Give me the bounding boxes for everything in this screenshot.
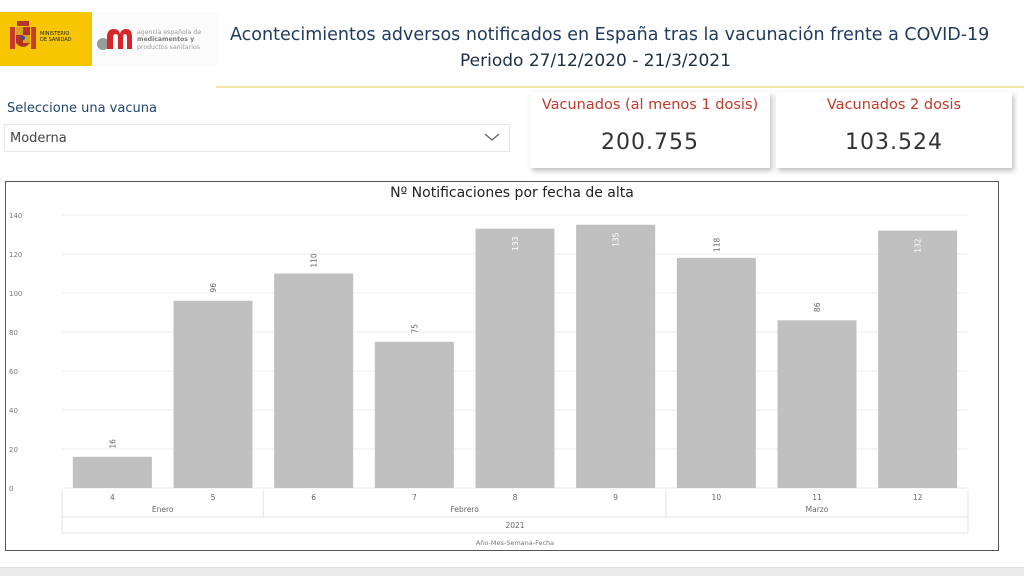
kpi-title-second-dose: Vacunados 2 dosis — [826, 97, 962, 113]
kpi-title-first-dose: Vacunados (al menos 1 dosis) — [541, 97, 759, 113]
vaccine-select[interactable]: Moderna — [4, 124, 510, 152]
y-tick-label: 80 — [9, 329, 18, 337]
y-tick-label: 40 — [9, 407, 18, 415]
coat-of-arms-icon — [10, 21, 36, 49]
bar — [777, 320, 857, 488]
bar — [878, 230, 958, 488]
month-label: Enero — [152, 505, 174, 514]
bottom-scrollbar — [0, 567, 1024, 576]
bar — [576, 224, 656, 488]
kpi-value-first-dose: 200.755 — [601, 130, 699, 155]
data-label: 133 — [511, 236, 520, 251]
x-tick-label: 10 — [712, 493, 722, 502]
vaccine-select-label: Seleccione una vacuna — [7, 101, 157, 116]
data-label: 118 — [712, 238, 721, 253]
month-label: Marzo — [806, 505, 829, 514]
y-tick-label: 100 — [9, 290, 22, 298]
x-tick-label: 5 — [211, 493, 216, 502]
aemps-mark-icon — [97, 29, 132, 50]
period-subtitle: Periodo 27/12/2020 - 21/3/2021 — [460, 51, 731, 71]
kpi-card-second-dose: Vacunados 2 dosis 103.524 — [776, 92, 1012, 168]
data-label: 110 — [310, 253, 319, 268]
x-tick-label: 8 — [513, 493, 518, 502]
data-label: 75 — [410, 324, 419, 334]
y-tick-label: 0 — [9, 485, 13, 493]
y-tick-label: 60 — [9, 368, 18, 376]
bar — [274, 273, 354, 488]
bar — [676, 257, 756, 488]
month-label: Febrero — [451, 505, 480, 514]
aemps-logo: agencia española de medicamentos y produ… — [92, 12, 219, 66]
data-label: 86 — [813, 302, 822, 312]
chart-title: Nº Notificaciones por fecha de alta — [390, 185, 634, 201]
bar — [72, 456, 152, 488]
bar — [475, 228, 555, 488]
x-tick-label: 9 — [613, 493, 618, 502]
x-tick-label: 7 — [412, 493, 417, 502]
x-tick-label: 4 — [110, 493, 115, 502]
data-label: 132 — [914, 238, 923, 253]
x-tick-label: 11 — [812, 493, 822, 502]
header-divider — [216, 86, 1024, 88]
x-tick-label: 6 — [311, 493, 316, 502]
x-tick-label: 12 — [913, 493, 923, 502]
kpi-card-first-dose: Vacunados (al menos 1 dosis) 200.755 — [530, 92, 770, 168]
page-title: Acontecimientos adversos notificados en … — [230, 25, 990, 45]
bar — [173, 300, 253, 488]
data-label: 96 — [209, 283, 218, 293]
aemps-text: agencia española de medicamentos y produ… — [137, 29, 201, 51]
logos-banner: MINISTERIO DE SANIDAD agencia española d… — [0, 12, 219, 66]
bar — [374, 341, 454, 488]
data-label: 135 — [612, 232, 621, 247]
y-tick-label: 20 — [9, 446, 18, 454]
x-axis-title: Año-Mes-Semana-Fecha — [476, 539, 554, 547]
data-label: 16 — [108, 439, 117, 449]
y-tick-label: 140 — [9, 212, 22, 220]
ministerio-text: MINISTERIO DE SANIDAD — [40, 31, 72, 43]
vaccine-select-value: Moderna — [10, 131, 67, 146]
kpi-value-second-dose: 103.524 — [845, 130, 943, 155]
ministerio-logo: MINISTERIO DE SANIDAD — [0, 12, 92, 66]
y-tick-label: 120 — [9, 251, 22, 259]
chevron-down-icon[interactable] — [483, 129, 501, 145]
year-label: 2021 — [505, 521, 524, 530]
